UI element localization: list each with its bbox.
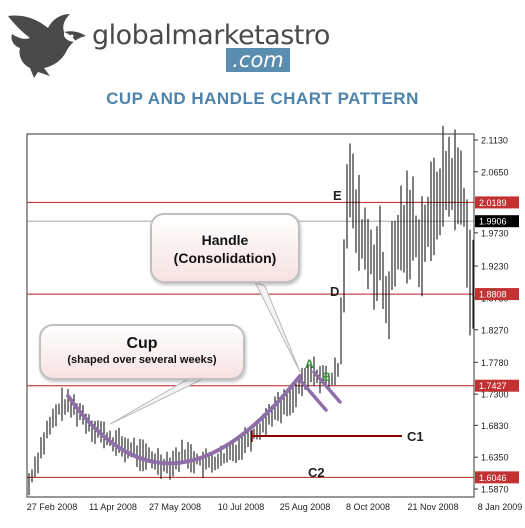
- level-value-label: 1.7427: [479, 381, 507, 391]
- point-label-b: B: [322, 370, 331, 384]
- handle-callout: Handle (Consolidation): [150, 213, 300, 283]
- y-tick-label: 1.6830: [481, 421, 509, 431]
- handle-arc: [298, 378, 328, 412]
- y-tick-label: 1.7300: [481, 390, 509, 400]
- level-value-box: [475, 288, 519, 301]
- annotations: AB C1 C2 D E: [66, 188, 424, 480]
- x-tick-label: 21 Nov 2008: [407, 502, 458, 512]
- y-tick-label: 1.9730: [481, 228, 509, 238]
- level-value-label: 1.6046: [479, 473, 507, 483]
- handle-callout-subtitle: (Consolidation): [173, 250, 277, 266]
- eagle-logo-icon: [8, 14, 86, 78]
- y-tick-label: 1.8270: [481, 325, 509, 335]
- x-tick-label: 25 Aug 2008: [280, 502, 331, 512]
- level-value-box: [475, 196, 519, 209]
- point-label-d: D: [330, 284, 339, 299]
- price-bars: [28, 125, 474, 496]
- cup-arc: [66, 374, 302, 466]
- x-tick-label: 8 Jan 2009: [478, 502, 523, 512]
- x-tick-label: 11 Apr 2008: [89, 502, 137, 512]
- logo-domain-badge: .com: [226, 48, 290, 72]
- y-tick-label: 2.1130: [481, 135, 508, 145]
- level-value-label: 1.9906: [479, 217, 507, 227]
- cup-callout-pointer: [109, 377, 206, 425]
- level-value-label: 2.0189: [479, 198, 507, 208]
- y-tick-label: 1.7780: [481, 358, 509, 368]
- level-value-box: [475, 379, 519, 392]
- level-value-box: [475, 471, 519, 484]
- page-title: CUP AND HANDLE CHART PATTERN: [106, 89, 419, 108]
- y-tick-label: 1.9230: [481, 262, 509, 272]
- cup-callout-subtitle: (shaped over several weeks): [67, 354, 217, 366]
- handle-channel-line: [312, 370, 342, 404]
- logo-wordmark: globalmarketastro: [92, 20, 330, 51]
- y-axis: 2.11302.06501.97301.92301.87501.82701.77…: [474, 135, 519, 495]
- header: globalmarketastro .com: [0, 0, 525, 82]
- point-label-c2: C2: [308, 465, 325, 480]
- handle-callout-title: Handle: [201, 232, 249, 248]
- x-tick-label: 10 Jul 2008: [218, 502, 265, 512]
- y-tick-label: 2.0650: [481, 167, 509, 177]
- y-tick-label: 1.5870: [481, 485, 509, 495]
- x-tick-label: 8 Oct 2008: [346, 502, 390, 512]
- x-axis: 27 Feb 2008 11 Apr 2008 27 May 2008 10 Jul …: [27, 502, 523, 512]
- point-label-e: E: [333, 188, 342, 203]
- x-tick-label: 27 May 2008: [149, 502, 201, 512]
- point-label-c1: C1: [407, 429, 424, 444]
- handle-callout-pointer: [253, 281, 301, 373]
- y-tick-label: 1.6350: [481, 453, 509, 463]
- level-value-box: [475, 215, 519, 228]
- chart-frame: [26, 133, 475, 498]
- x-tick-label: 27 Feb 2008: [27, 502, 78, 512]
- point-label-a: A: [305, 357, 314, 371]
- level-value-label: 1.8808: [479, 290, 507, 300]
- cup-callout-title: Cup: [126, 335, 158, 352]
- cup-callout: Cup (shaped over several weeks): [39, 324, 245, 380]
